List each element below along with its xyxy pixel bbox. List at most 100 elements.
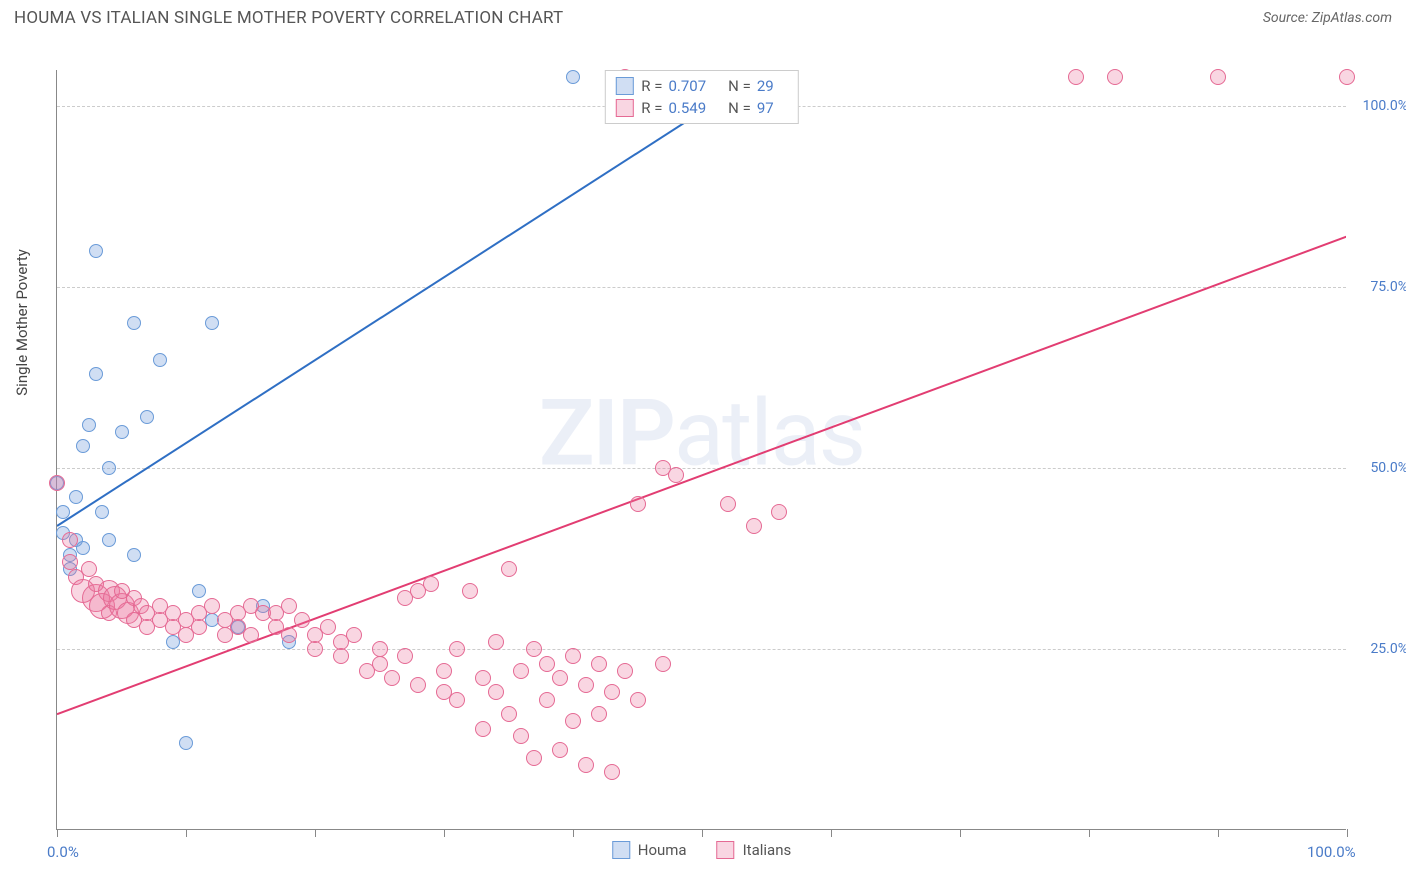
data-point — [76, 439, 90, 453]
data-point — [62, 532, 78, 548]
data-point — [346, 627, 362, 643]
data-point — [475, 721, 491, 737]
data-point — [513, 728, 529, 744]
data-point — [630, 692, 646, 708]
source-name: ZipAtlas.com — [1312, 10, 1392, 26]
data-point — [243, 627, 259, 643]
watermark-bold: ZIP — [539, 381, 674, 488]
data-point — [281, 598, 297, 614]
data-point — [449, 692, 465, 708]
data-point — [127, 548, 141, 562]
chart-title: HOUMA VS ITALIAN SINGLE MOTHER POVERTY C… — [14, 8, 563, 28]
chart-container: Single Mother Poverty ZIPatlas R = 0.707… — [14, 40, 1392, 880]
italians-swatch-icon — [615, 99, 633, 117]
header: HOUMA VS ITALIAN SINGLE MOTHER POVERTY C… — [0, 0, 1406, 34]
data-point — [153, 353, 167, 367]
data-point — [191, 619, 207, 635]
data-point — [617, 663, 633, 679]
data-point — [397, 648, 413, 664]
data-point — [102, 461, 116, 475]
legend-label: Italians — [743, 841, 792, 859]
y-tick-label: 25.0% — [1370, 641, 1406, 657]
data-point — [1210, 69, 1226, 85]
x-tick — [1218, 829, 1219, 837]
x-tick — [831, 829, 832, 837]
n-label: N = — [728, 77, 751, 95]
x-tick — [1089, 829, 1090, 837]
data-point — [205, 316, 219, 330]
data-point — [746, 518, 762, 534]
data-point — [578, 677, 594, 693]
legend-item-italians: Italians — [717, 841, 792, 859]
watermark: ZIPatlas — [539, 381, 864, 488]
data-point — [89, 244, 103, 258]
data-point — [720, 496, 736, 512]
data-point — [526, 750, 542, 766]
data-point — [630, 496, 646, 512]
x-tick — [57, 829, 58, 837]
x-tick — [960, 829, 961, 837]
data-point — [488, 634, 504, 650]
data-point — [423, 576, 439, 592]
data-point — [69, 490, 83, 504]
data-point — [462, 583, 478, 599]
legend-label: Houma — [638, 841, 687, 859]
n-label: N = — [728, 99, 751, 117]
data-point — [526, 641, 542, 657]
data-point — [539, 656, 555, 672]
data-point — [333, 648, 349, 664]
data-point — [127, 316, 141, 330]
x-tick — [702, 829, 703, 837]
series-legend: Houma Italians — [612, 841, 791, 859]
x-tick — [444, 829, 445, 837]
data-point — [307, 641, 323, 657]
houma-swatch-icon — [612, 841, 630, 859]
gridline — [57, 649, 1346, 650]
data-point — [294, 612, 310, 628]
trend-line — [57, 70, 767, 526]
data-point — [591, 706, 607, 722]
data-point — [655, 656, 671, 672]
gridline — [57, 287, 1346, 288]
data-point — [552, 670, 568, 686]
data-point — [89, 367, 103, 381]
data-point — [475, 670, 491, 686]
correlation-legend: R = 0.707 N = 29 R = 0.549 N = 97 — [604, 70, 798, 124]
houma-r-value: 0.707 — [668, 77, 706, 95]
data-point — [102, 533, 116, 547]
data-point — [604, 764, 620, 780]
data-point — [566, 70, 580, 84]
y-tick-label: 50.0% — [1370, 460, 1406, 476]
data-point — [192, 584, 206, 598]
x-tick — [1347, 829, 1348, 837]
data-point — [578, 757, 594, 773]
data-point — [204, 598, 220, 614]
source-label: Source: — [1263, 10, 1308, 26]
data-point — [410, 677, 426, 693]
data-point — [513, 663, 529, 679]
data-point — [320, 619, 336, 635]
r-label: R = — [641, 77, 662, 95]
data-point — [591, 656, 607, 672]
x-tick — [573, 829, 574, 837]
data-point — [1107, 69, 1123, 85]
trend-lines — [57, 70, 1346, 829]
data-point — [771, 504, 787, 520]
legend-item-houma: Houma — [612, 841, 687, 859]
watermark-rest: atlas — [674, 381, 864, 488]
data-point — [76, 541, 90, 555]
correlation-row-italians: R = 0.549 N = 97 — [615, 97, 787, 119]
data-point — [56, 505, 70, 519]
data-point — [115, 425, 129, 439]
data-point — [384, 670, 400, 686]
data-point — [281, 627, 297, 643]
x-tick — [186, 829, 187, 837]
data-point — [668, 467, 684, 483]
data-point — [49, 475, 65, 491]
data-point — [372, 656, 388, 672]
data-point — [95, 505, 109, 519]
data-point — [449, 641, 465, 657]
data-point — [82, 418, 96, 432]
y-tick-label: 100.0% — [1363, 98, 1406, 114]
data-point — [140, 410, 154, 424]
